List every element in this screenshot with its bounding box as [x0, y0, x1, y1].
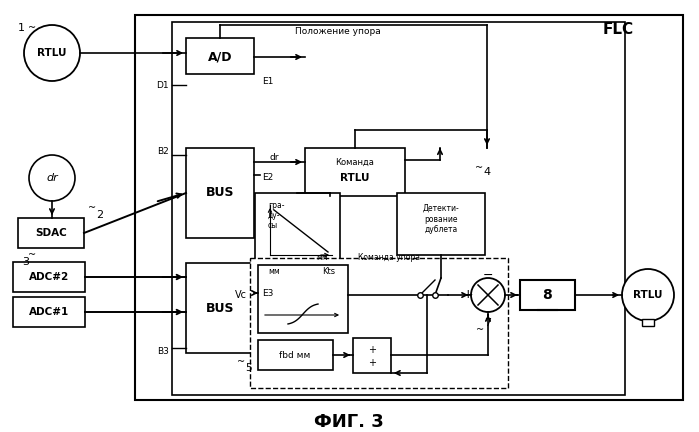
Circle shape [471, 278, 505, 312]
Text: +: + [368, 345, 376, 355]
Text: A/D: A/D [208, 51, 232, 64]
Bar [255, 193, 340, 261]
Text: D1: D1 [157, 80, 169, 89]
Text: dr: dr [270, 153, 280, 162]
Bar [397, 193, 485, 255]
Bar [186, 38, 254, 74]
Text: ADC#2: ADC#2 [29, 272, 69, 282]
Text: 1: 1 [18, 23, 25, 33]
Bar [305, 148, 405, 196]
Bar [135, 15, 683, 400]
Text: ду-: ду- [268, 210, 280, 219]
Bar [13, 297, 85, 327]
Text: Kts: Kts [322, 267, 335, 276]
Text: гра-: гра- [268, 200, 284, 210]
Text: SDAC: SDAC [35, 228, 67, 238]
Text: FLC: FLC [603, 22, 633, 38]
Text: 4: 4 [484, 167, 491, 177]
Bar [642, 319, 654, 326]
Text: BUS: BUS [206, 187, 234, 200]
Text: E3: E3 [262, 289, 273, 298]
Bar [172, 22, 625, 395]
Text: мм: мм [316, 252, 328, 261]
Text: ADC#1: ADC#1 [29, 307, 69, 317]
Text: 3: 3 [22, 257, 29, 267]
Text: рование: рование [424, 215, 458, 223]
Text: мм: мм [268, 267, 280, 276]
Text: B3: B3 [157, 347, 169, 356]
Bar [353, 338, 391, 373]
Text: 8: 8 [542, 288, 552, 302]
Text: dr: dr [46, 173, 58, 183]
Text: дублета: дублета [424, 226, 458, 235]
Bar [18, 218, 84, 248]
Text: ~: ~ [28, 23, 36, 33]
Text: 7: 7 [484, 318, 491, 328]
Bar [250, 258, 508, 388]
Text: 5: 5 [245, 363, 252, 373]
Text: Команда упора: Команда упора [358, 254, 420, 263]
Bar [258, 340, 333, 370]
Circle shape [29, 155, 75, 201]
Text: E1: E1 [262, 77, 273, 86]
Text: −: − [483, 269, 493, 282]
Bar [258, 265, 348, 333]
Text: +: + [368, 358, 376, 368]
Text: Vc: Vc [235, 290, 247, 300]
Text: RTLU: RTLU [340, 173, 370, 183]
Text: ~: ~ [237, 357, 245, 367]
Text: ~: ~ [28, 250, 36, 260]
Text: 2: 2 [96, 210, 103, 220]
Circle shape [24, 25, 80, 81]
Text: fbd мм: fbd мм [280, 350, 310, 359]
Text: +: + [463, 289, 473, 302]
Text: E2: E2 [262, 174, 273, 182]
Text: ~: ~ [475, 163, 483, 173]
Bar [186, 263, 254, 353]
Text: B2: B2 [157, 147, 169, 156]
Text: RTLU: RTLU [633, 290, 663, 300]
Text: ~: ~ [88, 203, 96, 213]
Text: RTLU: RTLU [37, 48, 66, 58]
Text: сы: сы [268, 220, 278, 229]
Text: ФИГ. 3: ФИГ. 3 [314, 413, 384, 431]
Text: ~: ~ [476, 325, 484, 335]
Bar [520, 280, 575, 310]
Text: BUS: BUS [206, 302, 234, 314]
Bar [186, 148, 254, 238]
Text: Детекти-: Детекти- [423, 203, 459, 213]
Text: Команда: Команда [336, 158, 375, 166]
Circle shape [622, 269, 674, 321]
Text: Положение упора: Положение упора [295, 28, 381, 36]
Bar [13, 262, 85, 292]
